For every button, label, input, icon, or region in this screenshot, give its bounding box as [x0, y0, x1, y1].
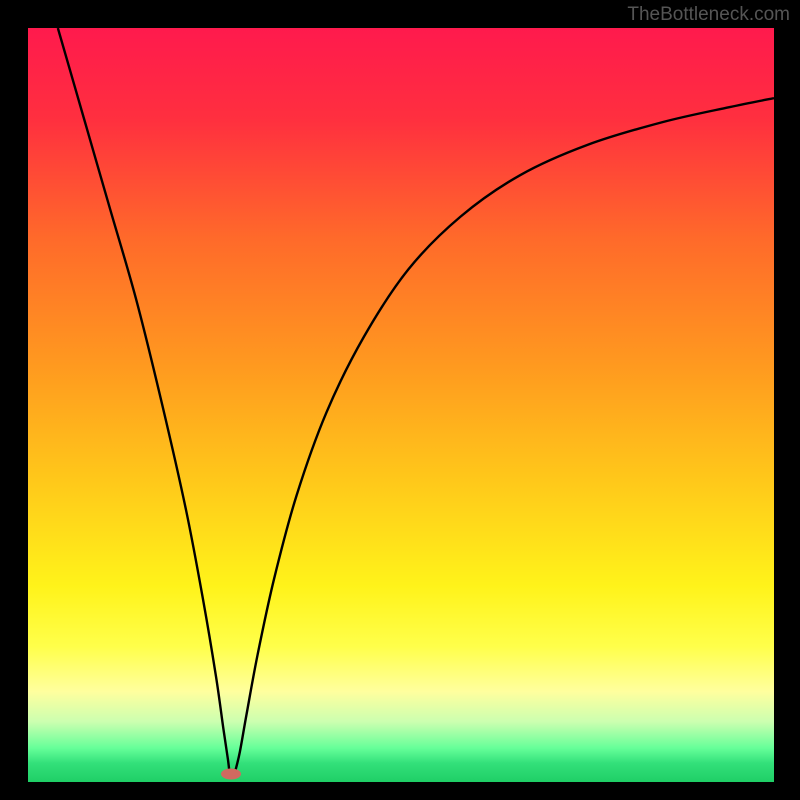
watermark-text: TheBottleneck.com: [627, 4, 790, 26]
curve-right-branch: [235, 98, 774, 771]
curve-left-branch: [58, 28, 230, 772]
bottleneck-curve: [28, 28, 774, 782]
optimal-point-marker: [221, 769, 241, 780]
plot-area: [28, 28, 774, 782]
